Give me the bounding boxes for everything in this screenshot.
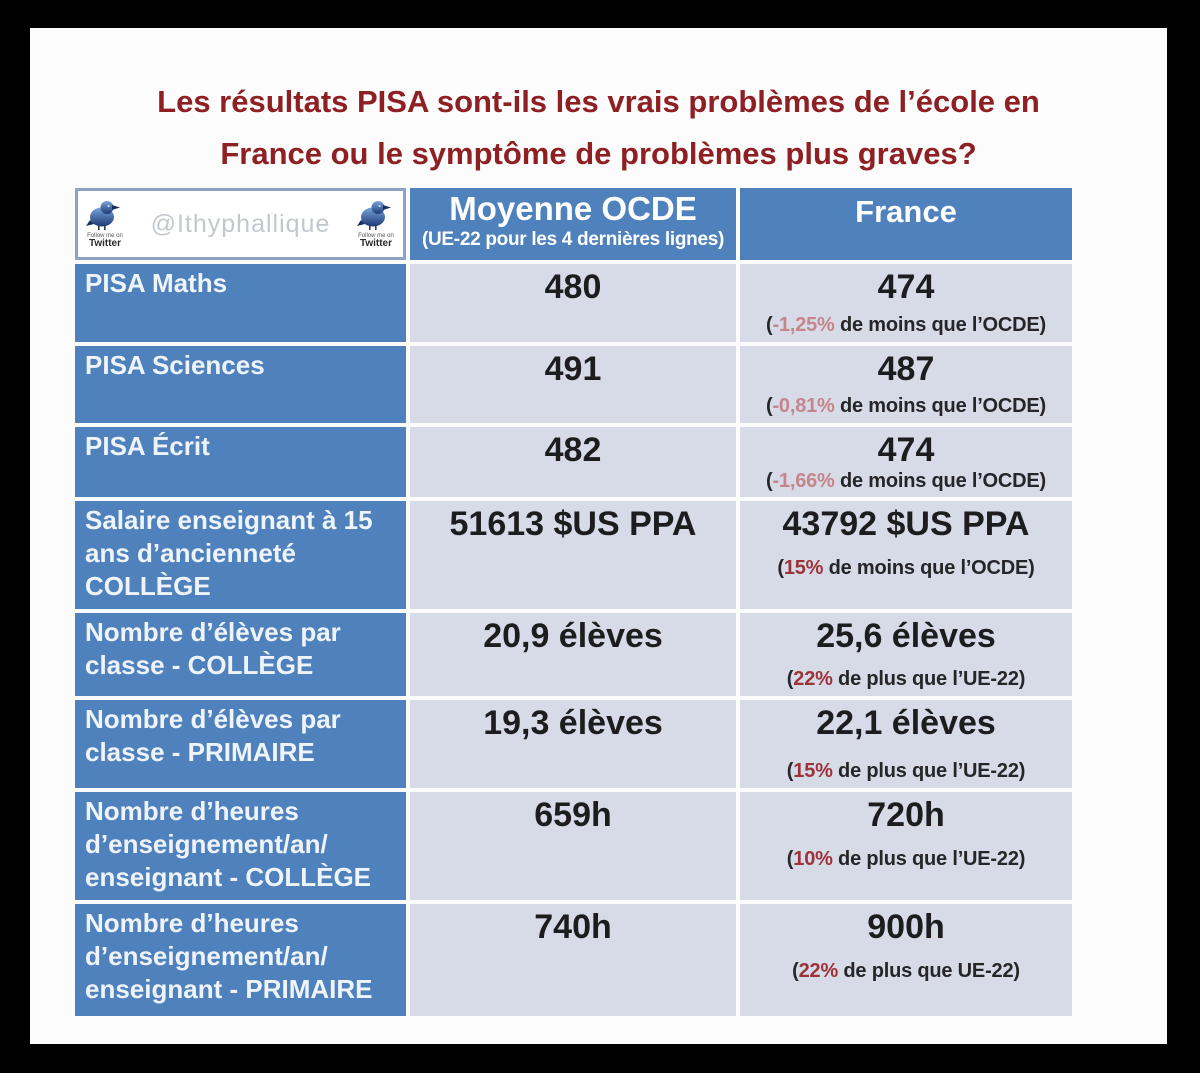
page-title: Les résultats PISA sont-ils les vrais pr… (30, 76, 1167, 180)
ocde-value-eleves-college: 20,9 élèves (410, 613, 736, 696)
column-header-france: France (740, 188, 1072, 260)
france-value-heures-college: 720h (10% de plus que l’UE-22) (740, 792, 1072, 900)
row-label-pisa-ecrit: PISA Écrit (75, 427, 406, 497)
percent-delta: -1,66% (772, 470, 835, 492)
percent-delta: 10% (793, 848, 833, 870)
value: 20,9 élèves (483, 617, 663, 655)
france-value-pisa-sciences: 487 (-0,81% de moins que l’OCDE) (740, 346, 1072, 423)
france-value-salaire-college: 43792 $US PPA (15% de moins que l’OCDE) (740, 501, 1072, 609)
ocde-value-pisa-ecrit: 482 (410, 427, 736, 497)
value: 474 (877, 268, 935, 306)
france-note: (22% de plus que UE-22) (792, 960, 1020, 982)
ocde-value-pisa-maths: 480 (410, 264, 736, 342)
france-header-title: France (855, 194, 957, 229)
percent-delta: 22% (793, 668, 833, 690)
percent-delta: 15% (793, 760, 833, 782)
value: 43792 $US PPA (782, 505, 1030, 543)
row-label-pisa-maths: PISA Maths (75, 264, 406, 342)
twitter-badge-left: Follow me on Twitter (86, 200, 124, 249)
value: 487 (877, 350, 935, 388)
twitter-badge-right: Follow me on Twitter (356, 200, 395, 249)
row-label-eleves-college: Nombre d’élèves par classe - COLLÈGE (75, 613, 406, 696)
france-value-heures-primaire: 900h (22% de plus que UE-22) (740, 904, 1072, 1016)
title-line-2: France ou le symptôme de problèmes plus … (220, 136, 977, 171)
row-label-eleves-primaire: Nombre d’élèves par classe - PRIMAIRE (75, 700, 406, 788)
percent-delta: 22% (798, 960, 839, 982)
value: 474 (877, 431, 935, 469)
france-note: (15% de plus que l’UE-22) (786, 760, 1026, 782)
row-label-heures-primaire: Nombre d’heures d’enseignement/an/ ensei… (75, 904, 406, 1016)
ocde-value-salaire-college: 51613 $US PPA (410, 501, 736, 609)
value: 740h (534, 908, 612, 946)
france-value-pisa-ecrit: 474 (-1,66% de moins que l’OCDE) (740, 427, 1072, 497)
twitter-handle: @Ithyphallique (150, 209, 331, 238)
france-note: (10% de plus que l’UE-22) (786, 848, 1026, 870)
france-note: (22% de plus que l’UE-22) (786, 668, 1026, 690)
ocde-value-heures-primaire: 740h (410, 904, 736, 1016)
france-value-pisa-maths: 474 (-1,25% de moins que l’OCDE) (740, 264, 1072, 342)
row-label-pisa-sciences: PISA Sciences (75, 346, 406, 423)
value: 51613 $US PPA (449, 505, 697, 543)
row-label-salaire-college: Salaire enseignant à 15 ans d’ancienneté… (75, 501, 406, 609)
france-note: (-1,25% de moins que l’OCDE) (765, 314, 1047, 336)
column-header-ocde: Moyenne OCDE (UE-22 pour les 4 dernières… (410, 188, 736, 260)
badge-caption-small: Follow me on (87, 232, 123, 239)
twitter-attribution-cell: Follow me on Twitter @Ithyphallique (75, 188, 406, 260)
value: 900h (867, 908, 945, 946)
ocde-value-pisa-sciences: 491 (410, 346, 736, 423)
row-label-heures-college: Nombre d’heures d’enseignement/an/ ensei… (75, 792, 406, 900)
france-note: (-1,66% de moins que l’OCDE) (765, 470, 1047, 492)
badge-caption: Twitter (88, 237, 122, 249)
title-line-1: Les résultats PISA sont-ils les vrais pr… (157, 84, 1040, 119)
value: 659h (534, 796, 612, 834)
twitter-bird-icon (86, 200, 120, 230)
france-note: (15% de moins que l’OCDE) (777, 557, 1035, 579)
value: 720h (867, 796, 945, 834)
value: 25,6 élèves (816, 617, 996, 655)
infographic-page: Les résultats PISA sont-ils les vrais pr… (30, 28, 1167, 1044)
twitter-bird-icon (356, 200, 391, 230)
ocde-value-eleves-primaire: 19,3 élèves (410, 700, 736, 788)
badge-caption: Twitter (359, 237, 392, 249)
percent-delta: 15% (783, 557, 824, 579)
percent-delta: -0,81% (772, 395, 835, 417)
comparison-table: Follow me on Twitter @Ithyphallique (75, 188, 1072, 1016)
ocde-header-subtitle: (UE-22 pour les 4 dernières lignes) (421, 229, 725, 250)
france-value-eleves-primaire: 22,1 élèves (15% de plus que l’UE-22) (740, 700, 1072, 788)
value: 482 (544, 431, 602, 469)
badge-caption-small: Follow me on (358, 232, 394, 239)
value: 22,1 élèves (816, 704, 996, 742)
france-note: (-0,81% de moins que l’OCDE) (765, 395, 1047, 417)
ocde-header-title: Moyenne OCDE (449, 190, 697, 227)
value: 491 (544, 350, 602, 388)
france-value-eleves-college: 25,6 élèves (22% de plus que l’UE-22) (740, 613, 1072, 696)
ocde-value-heures-college: 659h (410, 792, 736, 900)
value: 19,3 élèves (483, 704, 663, 742)
value: 480 (544, 268, 602, 306)
percent-delta: -1,25% (772, 314, 835, 336)
